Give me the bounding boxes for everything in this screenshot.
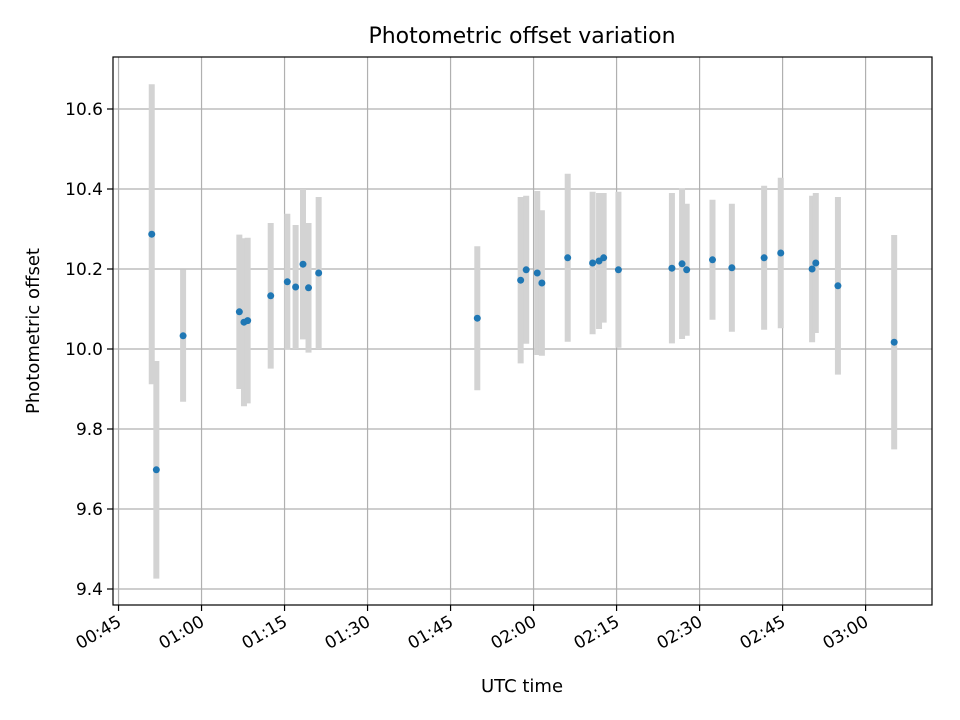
data-point (517, 276, 525, 284)
data-point (834, 282, 842, 290)
data-point (812, 259, 820, 267)
y-tick-label: 10.6 (65, 100, 103, 120)
y-axis-label: Photometric offset (23, 248, 44, 414)
data-point (299, 260, 307, 268)
data-point (283, 278, 291, 286)
y-axis-ticks: 9.4 9.6 9.8 10.0 10.2 10.4 10.6 (65, 100, 113, 600)
data-point (760, 254, 768, 262)
data-point (614, 266, 622, 274)
data-point (179, 332, 187, 340)
data-point (148, 230, 156, 238)
data-point (890, 338, 898, 346)
y-tick-label: 10.0 (65, 340, 103, 360)
data-point (315, 269, 323, 277)
data-point (708, 256, 716, 264)
data-point (808, 265, 816, 273)
data-point (244, 317, 252, 325)
data-point (600, 254, 608, 262)
y-tick-label: 9.6 (76, 500, 103, 520)
y-tick-label: 9.8 (76, 420, 103, 440)
data-point (538, 279, 546, 287)
data-point (668, 264, 676, 272)
data-point (522, 266, 530, 274)
plot-area-frame (112, 56, 933, 606)
y-tick-label: 10.4 (65, 180, 103, 200)
data-point (152, 466, 160, 474)
data-point (292, 283, 300, 291)
data-point (473, 314, 481, 322)
data-point (235, 308, 243, 316)
data-point (589, 259, 597, 267)
x-axis-label: UTC time (481, 676, 563, 697)
data-point (564, 254, 572, 262)
data-points (148, 230, 898, 474)
data-point (728, 264, 736, 272)
data-point (678, 260, 686, 268)
data-point (777, 249, 785, 257)
y-tick-label: 9.4 (76, 580, 103, 600)
chart-title: Photometric offset variation (368, 24, 675, 49)
data-point (305, 284, 313, 292)
data-point (533, 269, 541, 277)
y-tick-label: 10.2 (65, 260, 103, 280)
data-point (267, 292, 275, 300)
data-point (683, 266, 691, 274)
